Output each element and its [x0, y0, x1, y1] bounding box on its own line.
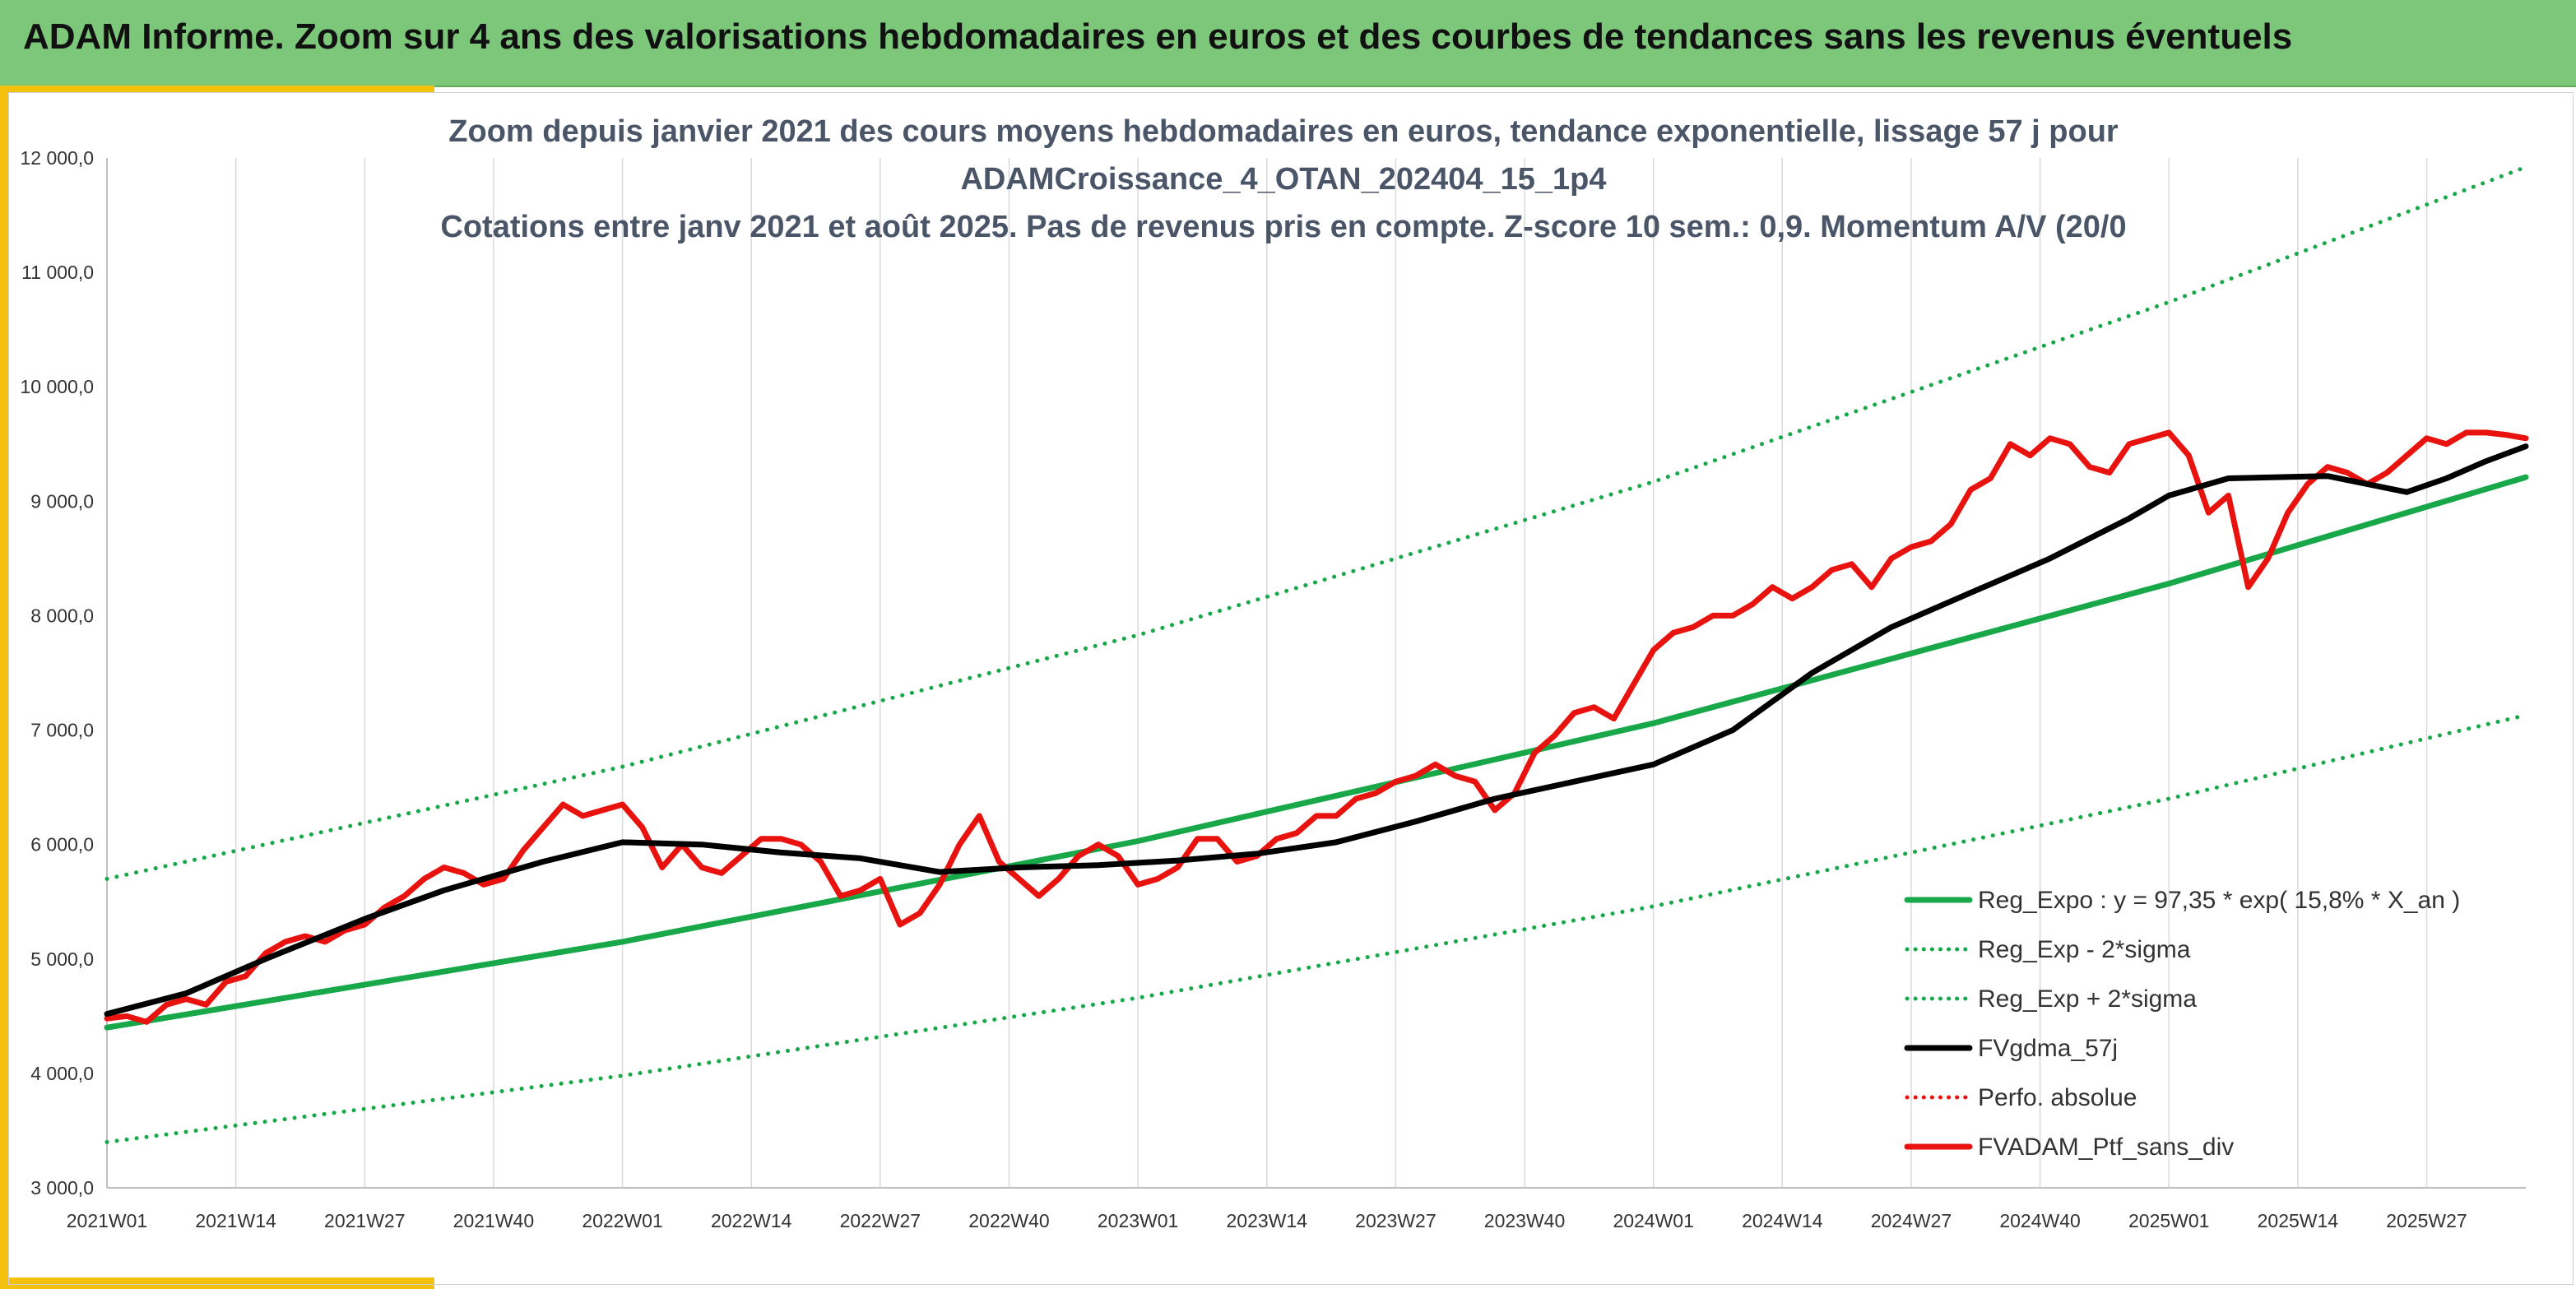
x-tick-label: 2024W14	[1742, 1210, 1823, 1231]
legend-label: Reg_Exp - 2*sigma	[1978, 936, 2191, 963]
x-tick-label: 2025W14	[2258, 1210, 2339, 1231]
x-tick-label: 2022W01	[582, 1210, 662, 1231]
chart-title: Zoom depuis janvier 2021 des cours moyen…	[440, 114, 2126, 244]
series-line-5	[104, 429, 2529, 1025]
series-line-2	[104, 165, 2528, 881]
chart-title-line-1: Zoom depuis janvier 2021 des cours moyen…	[448, 114, 2119, 149]
series-line-1	[104, 713, 2528, 1144]
legend-label: Perfo. absolue	[1978, 1084, 2137, 1111]
chart-title-line-3: Cotations entre janv 2021 et août 2025. …	[440, 210, 2126, 244]
x-tick-label: 2024W01	[1613, 1210, 1693, 1231]
axes: 3 000,0 4 000,0 5 000,0 6 000,0 7 000,0 8 000…	[20, 147, 2526, 1231]
chart-frame	[8, 92, 2574, 1285]
y-tick-label: 11 000,0	[21, 262, 94, 283]
legend-label: Reg_Expo : y = 97,35 * exp( 15,8% * X_an…	[1978, 887, 2460, 914]
y-tick-label: 5 000,0	[30, 948, 94, 970]
y-tick-label: 10 000,0	[20, 376, 94, 397]
accent-bar-left	[0, 86, 8, 1289]
x-tick-label: 2023W14	[1227, 1210, 1308, 1231]
legend-label: FVgdma_57j	[1978, 1035, 2118, 1062]
legend-label: Reg_Exp + 2*sigma	[1978, 985, 2197, 1013]
accent-bar-bottom	[0, 1277, 434, 1289]
x-tick-label: 2022W27	[840, 1210, 921, 1231]
x-tick-label: 2024W40	[1999, 1210, 2080, 1231]
legend-label: FVADAM_Ptf_sans_div	[1978, 1134, 2234, 1161]
chart-title-line-2: ADAMCroissance_4_OTAN_202404_15_1p4	[960, 162, 1606, 197]
x-tick-label: 2021W01	[67, 1210, 147, 1231]
x-tick-label: 2022W14	[711, 1210, 792, 1231]
header-banner: ADAM Informe. Zoom sur 4 ans des valoris…	[0, 0, 2576, 87]
x-tick-label: 2021W14	[195, 1210, 276, 1231]
y-tick-label: 12 000,0	[20, 147, 94, 169]
y-tick-label: 9 000,0	[30, 490, 94, 512]
banner-title: ADAM Informe. Zoom sur 4 ans des valoris…	[23, 16, 2293, 57]
grid	[106, 158, 2428, 1188]
series	[104, 165, 2529, 1144]
x-tick-label: 2024W27	[1871, 1210, 1952, 1231]
accent-bar-top	[0, 86, 434, 92]
x-tick-label: 2023W01	[1098, 1210, 1178, 1231]
x-tick-label: 2025W01	[2128, 1210, 2209, 1231]
x-tick-label: 2022W40	[968, 1210, 1049, 1231]
y-tick-label: 3 000,0	[30, 1177, 94, 1199]
x-tick-label: 2021W40	[453, 1210, 534, 1231]
y-tick-label: 6 000,0	[30, 834, 94, 855]
y-tick-label: 7 000,0	[30, 720, 94, 741]
x-tick-label: 2023W27	[1355, 1210, 1436, 1231]
x-tick-label: 2025W27	[2386, 1210, 2467, 1231]
x-tick-label: 2023W40	[1484, 1210, 1565, 1231]
legend: Reg_Expo : y = 97,35 * exp( 15,8% * X_an…	[1904, 887, 2460, 1161]
series-line-3	[104, 443, 2529, 1018]
x-tick-label: 2021W27	[324, 1210, 405, 1231]
y-tick-label: 4 000,0	[30, 1063, 94, 1084]
y-tick-label: 8 000,0	[30, 605, 94, 626]
